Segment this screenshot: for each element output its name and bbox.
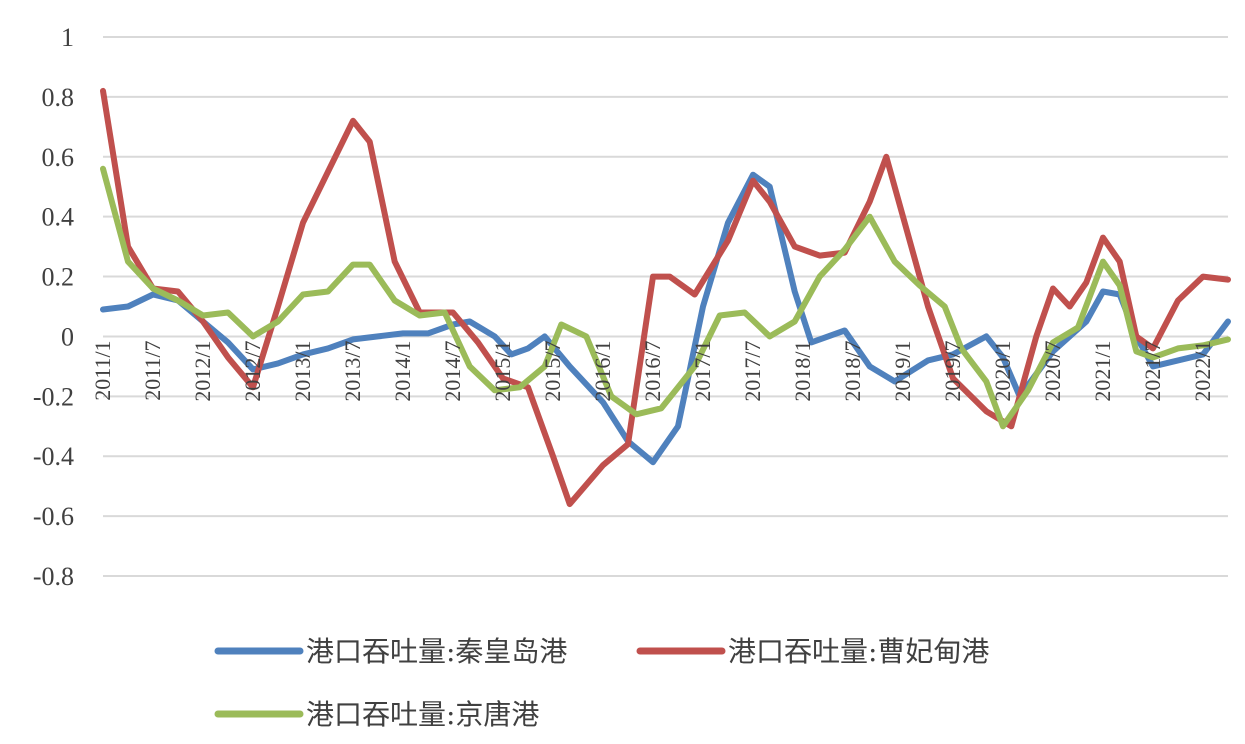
x-tick-label: 2021/7 — [1140, 340, 1165, 401]
x-tick-label: 2019/7 — [940, 340, 965, 401]
x-tick-label: 2022/1 — [1190, 340, 1215, 401]
y-tick-label: 0.2 — [42, 263, 75, 292]
x-tick-label: 2014/7 — [440, 340, 465, 401]
y-tick-label: -0.6 — [33, 502, 74, 531]
y-tick-label: 0.6 — [42, 143, 75, 172]
x-tick-label: 2020/7 — [1040, 340, 1065, 401]
y-tick-label: 0 — [61, 322, 74, 351]
series-line-1 — [100, 87, 1231, 508]
series-lines — [100, 87, 1231, 508]
y-tick-label: -0.2 — [33, 382, 74, 411]
x-tick-label: 2018/1 — [790, 340, 815, 401]
x-axis-tick-labels: 2011/1 2011/7 2012/1 2012/7 2013/1 2013/7 2014… — [90, 340, 1215, 401]
y-tick-label: -0.8 — [33, 562, 74, 591]
x-tick-label: 2020/1 — [990, 340, 1015, 401]
x-tick-label: 2016/1 — [590, 340, 615, 401]
y-tick-label: 0.8 — [42, 83, 75, 112]
x-tick-label: 2019/1 — [890, 340, 915, 401]
x-tick-label: 2011/1 — [90, 340, 115, 400]
x-tick-label: 2017/7 — [740, 340, 765, 401]
legend-label-0: 港口吞吐量:秦皇岛港 — [306, 635, 567, 668]
x-tick-label: 2013/1 — [290, 340, 315, 401]
x-tick-label: 2012/1 — [190, 340, 215, 401]
x-tick-label: 2016/7 — [640, 340, 665, 401]
x-tick-label: 2015/1 — [490, 340, 515, 401]
legend-label-1: 港口吞吐量:曹妃甸港 — [728, 635, 989, 668]
y-tick-label: 0.4 — [42, 203, 75, 232]
x-tick-label: 2012/7 — [240, 340, 265, 401]
y-tick-label: -0.4 — [33, 442, 74, 471]
legend-label-2: 港口吞吐量:京唐港 — [306, 698, 539, 731]
series-line-2 — [100, 165, 1231, 430]
x-tick-label: 2013/7 — [340, 340, 365, 401]
x-tick-label: 2021/1 — [1090, 340, 1115, 401]
x-tick-label: 2014/1 — [390, 340, 415, 401]
y-axis-tick-labels: 1 0.8 0.6 0.4 0.2 0 -0.2 -0.4 -0.6 -0.8 — [33, 23, 74, 591]
y-tick-label: 1 — [61, 23, 74, 52]
x-tick-label: 2018/7 — [840, 340, 865, 401]
gridlines — [103, 36, 1228, 577]
series-line-0 — [100, 171, 1231, 466]
x-tick-label: 2015/7 — [540, 340, 565, 401]
x-tick-label: 2017/1 — [690, 340, 715, 401]
x-tick-label: 2011/7 — [140, 340, 165, 400]
